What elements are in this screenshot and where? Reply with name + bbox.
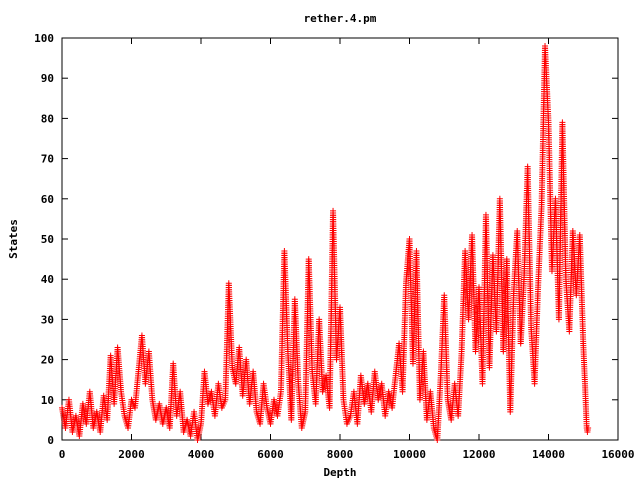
data-point: [585, 424, 592, 431]
y-tick-label: 30: [41, 313, 54, 326]
data-series: [59, 43, 592, 443]
x-tick-label: 6000: [257, 448, 284, 461]
y-tick-label: 60: [41, 193, 54, 206]
y-tick-label: 0: [47, 434, 54, 447]
x-tick-label: 16000: [601, 448, 634, 461]
x-tick-label: 2000: [118, 448, 145, 461]
x-tick-label: 10000: [393, 448, 426, 461]
x-axis-ticks: 0 2000 4000 6000 8000 10000 12000 14000 16000: [59, 38, 635, 461]
y-tick-label: 90: [41, 72, 54, 85]
series-markers: [59, 43, 592, 443]
y-tick-label: 10: [41, 394, 54, 407]
y-tick-label: 80: [41, 112, 54, 125]
y-tick-label: 50: [41, 233, 54, 246]
x-tick-label: 8000: [327, 448, 354, 461]
x-tick-label: 14000: [532, 448, 565, 461]
x-axis-label: Depth: [323, 466, 356, 479]
y-tick-label: 40: [41, 273, 54, 286]
chart-title: rether.4.pm: [304, 12, 377, 25]
y-axis-label: States: [7, 219, 20, 259]
x-tick-label: 4000: [188, 448, 215, 461]
y-axis-ticks: 0 10 20 30 40 50 60 70 80 90 100: [34, 32, 618, 447]
x-tick-label: 0: [59, 448, 66, 461]
y-tick-label: 70: [41, 153, 54, 166]
y-tick-label: 20: [41, 354, 54, 367]
y-tick-label: 100: [34, 32, 54, 45]
x-tick-label: 12000: [462, 448, 495, 461]
